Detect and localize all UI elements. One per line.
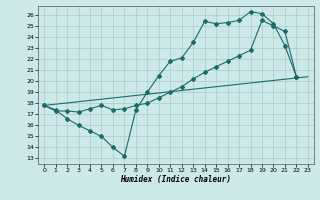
- X-axis label: Humidex (Indice chaleur): Humidex (Indice chaleur): [121, 175, 231, 184]
